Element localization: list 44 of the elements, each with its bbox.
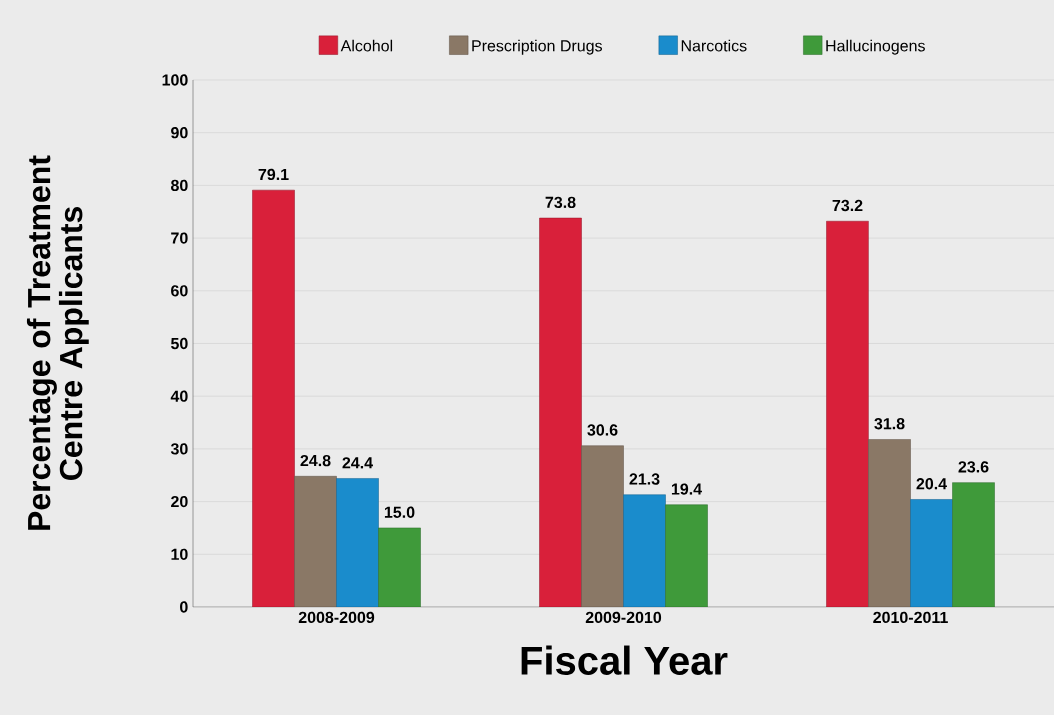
x-tick-label: 2009-2010 xyxy=(585,611,662,624)
y-tick-label: 30 xyxy=(170,443,188,455)
bar xyxy=(294,476,337,607)
data-label: 15.0 xyxy=(384,506,415,518)
bar xyxy=(581,445,624,607)
data-label: 21.3 xyxy=(629,473,660,485)
legend-label: Prescription Drugs xyxy=(472,39,602,55)
y-tick-label: 100 xyxy=(162,74,188,86)
data-label: 30.6 xyxy=(587,424,618,436)
data-label: 31.8 xyxy=(874,418,905,430)
bar xyxy=(952,482,995,607)
y-tick-label: 60 xyxy=(171,285,188,297)
legend-label: Narcotics xyxy=(681,39,747,52)
y-axis-title: Percentage of Treatment Centre Applicants xyxy=(26,155,89,530)
y-tick-label: 20 xyxy=(171,495,188,508)
bar xyxy=(539,217,582,607)
bar xyxy=(623,494,666,607)
bar xyxy=(910,499,953,607)
data-label: 19.4 xyxy=(671,483,702,495)
bar xyxy=(378,527,421,607)
bar xyxy=(665,504,708,607)
legend-label: Alcohol xyxy=(340,39,393,52)
data-label: 73.8 xyxy=(545,196,576,209)
legend-label: Hallucinogens xyxy=(826,39,925,55)
x-tick-label: 2010-2011 xyxy=(873,611,948,624)
y-tick-label: 80 xyxy=(170,179,188,192)
data-label: 24.4 xyxy=(342,457,373,469)
y-tick-label: 50 xyxy=(170,337,188,350)
data-label: 79.1 xyxy=(258,168,289,181)
x-tick-label: 2008-2009 xyxy=(298,611,375,624)
data-label: 23.6 xyxy=(958,461,989,473)
y-tick-label: 90 xyxy=(171,127,188,139)
y-tick-label: 10 xyxy=(171,548,188,560)
y-tick-label: 0 xyxy=(180,601,188,613)
data-label: 24.8 xyxy=(300,454,331,467)
data-label: 73.2 xyxy=(832,199,863,212)
bar xyxy=(826,220,869,607)
x-axis-title: Fiscal Year xyxy=(521,645,728,675)
data-label: 20.4 xyxy=(916,478,947,490)
bar xyxy=(868,439,911,607)
y-tick-label: 70 xyxy=(171,232,188,244)
bar xyxy=(336,478,379,607)
bar xyxy=(252,189,295,607)
y-tick-label: 40 xyxy=(170,390,188,402)
